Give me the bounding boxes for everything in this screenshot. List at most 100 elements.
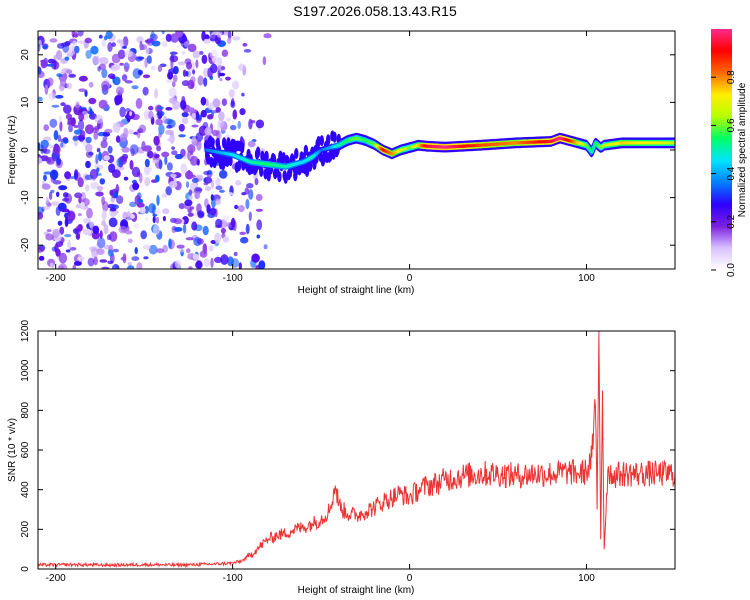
noise-speckle bbox=[195, 260, 203, 269]
noise-speckle bbox=[129, 159, 134, 170]
noise-speckle bbox=[94, 114, 104, 124]
noise-speckle bbox=[204, 127, 212, 136]
noise-speckle bbox=[59, 226, 65, 235]
ridge-point bbox=[249, 160, 252, 164]
noise-speckle bbox=[119, 133, 128, 142]
noise-speckle bbox=[57, 265, 65, 269]
y-tick-label: -10 bbox=[20, 190, 31, 205]
noise-speckle bbox=[104, 128, 113, 134]
noise-speckle bbox=[48, 92, 56, 100]
noise-speckle bbox=[60, 142, 64, 148]
noise-speckle bbox=[158, 123, 165, 135]
noise-speckle bbox=[88, 97, 97, 105]
noise-speckle bbox=[137, 69, 143, 76]
noise-speckle bbox=[93, 256, 98, 266]
noise-speckle bbox=[85, 160, 91, 169]
noise-speckle bbox=[181, 96, 186, 103]
ridge-halo bbox=[316, 136, 321, 147]
noise-speckle bbox=[143, 145, 153, 152]
noise-speckle bbox=[207, 67, 213, 79]
noise-speckle bbox=[99, 230, 103, 239]
noise-speckle bbox=[153, 135, 160, 146]
noise-speckle bbox=[77, 31, 84, 37]
noise-speckle bbox=[64, 56, 70, 61]
noise-speckle bbox=[247, 140, 256, 148]
noise-speckle bbox=[140, 230, 147, 240]
noise-speckle bbox=[218, 111, 225, 122]
noise-speckle bbox=[76, 102, 80, 111]
noise-speckle bbox=[38, 157, 43, 165]
noise-speckle bbox=[48, 191, 53, 200]
ridge-point bbox=[603, 144, 606, 147]
noise-speckle bbox=[171, 146, 176, 150]
noise-speckle bbox=[99, 259, 108, 263]
noise-speckle bbox=[248, 189, 254, 200]
noise-speckle bbox=[68, 73, 76, 78]
noise-speckle bbox=[221, 98, 228, 106]
x-tick-label: -200 bbox=[46, 573, 66, 584]
noise-speckle bbox=[178, 248, 186, 253]
noise-speckle bbox=[185, 71, 189, 77]
noise-speckle bbox=[239, 231, 247, 235]
ridge-halo bbox=[236, 160, 242, 172]
ridge-point bbox=[284, 165, 287, 168]
noise-speckle bbox=[65, 249, 71, 253]
noise-speckle bbox=[256, 234, 261, 239]
noise-speckle bbox=[108, 163, 116, 173]
ridge-point bbox=[549, 140, 553, 143]
noise-speckle bbox=[72, 228, 80, 234]
noise-speckle bbox=[62, 138, 69, 144]
noise-speckle bbox=[223, 215, 230, 222]
figure-title: S197.2026.058.13.43.R15 bbox=[293, 3, 457, 19]
noise-speckle bbox=[165, 79, 174, 83]
noise-speckle bbox=[115, 135, 121, 143]
x-tick-label: -100 bbox=[223, 273, 243, 284]
noise-speckle bbox=[206, 204, 211, 214]
noise-speckle bbox=[167, 137, 174, 142]
ridge-point bbox=[302, 160, 305, 164]
ridge-point bbox=[567, 139, 570, 142]
ridge-point bbox=[417, 144, 420, 147]
noise-speckle bbox=[85, 136, 92, 144]
noise-speckle bbox=[232, 109, 238, 120]
noise-speckle bbox=[156, 145, 162, 152]
noise-speckle bbox=[193, 84, 197, 92]
noise-speckle bbox=[174, 260, 182, 269]
snr-panel: -200 -100 0 100 0 200 400 600 800 1000 1200 Heigh… bbox=[7, 319, 676, 596]
noise-speckle bbox=[80, 202, 86, 209]
noise-speckle bbox=[136, 36, 144, 43]
noise-speckle bbox=[90, 181, 99, 190]
noise-speckle bbox=[45, 233, 54, 241]
noise-speckle bbox=[67, 211, 76, 222]
noise-speckle bbox=[172, 100, 181, 110]
noise-speckle bbox=[91, 231, 100, 240]
noise-speckle bbox=[67, 117, 75, 125]
ridge-halo bbox=[210, 137, 215, 149]
noise-speckle bbox=[72, 136, 79, 142]
noise-speckle bbox=[72, 40, 77, 46]
noise-speckle bbox=[99, 178, 106, 185]
noise-speckle bbox=[119, 62, 124, 66]
noise-speckle bbox=[218, 170, 228, 179]
noise-speckle bbox=[49, 169, 59, 180]
noise-speckle bbox=[154, 159, 159, 163]
noise-speckle bbox=[77, 177, 84, 188]
noise-speckle bbox=[251, 253, 260, 263]
noise-speckle bbox=[209, 207, 217, 216]
noise-speckle bbox=[38, 142, 41, 151]
ridge-point bbox=[656, 141, 659, 145]
noise-speckle bbox=[53, 54, 57, 61]
noise-speckle bbox=[59, 70, 65, 75]
noise-speckle bbox=[154, 115, 159, 119]
noise-speckle bbox=[86, 207, 93, 219]
noise-speckle bbox=[155, 118, 163, 126]
spectrogram-noise-layer bbox=[38, 31, 272, 269]
noise-speckle bbox=[165, 33, 172, 42]
noise-speckle bbox=[183, 41, 189, 47]
noise-speckle bbox=[195, 59, 199, 69]
x-tick-label: -100 bbox=[223, 573, 243, 584]
spectrogram-ridge-layer bbox=[203, 130, 675, 184]
noise-speckle bbox=[46, 77, 54, 87]
noise-speckle bbox=[228, 89, 235, 98]
noise-speckle bbox=[57, 134, 62, 143]
